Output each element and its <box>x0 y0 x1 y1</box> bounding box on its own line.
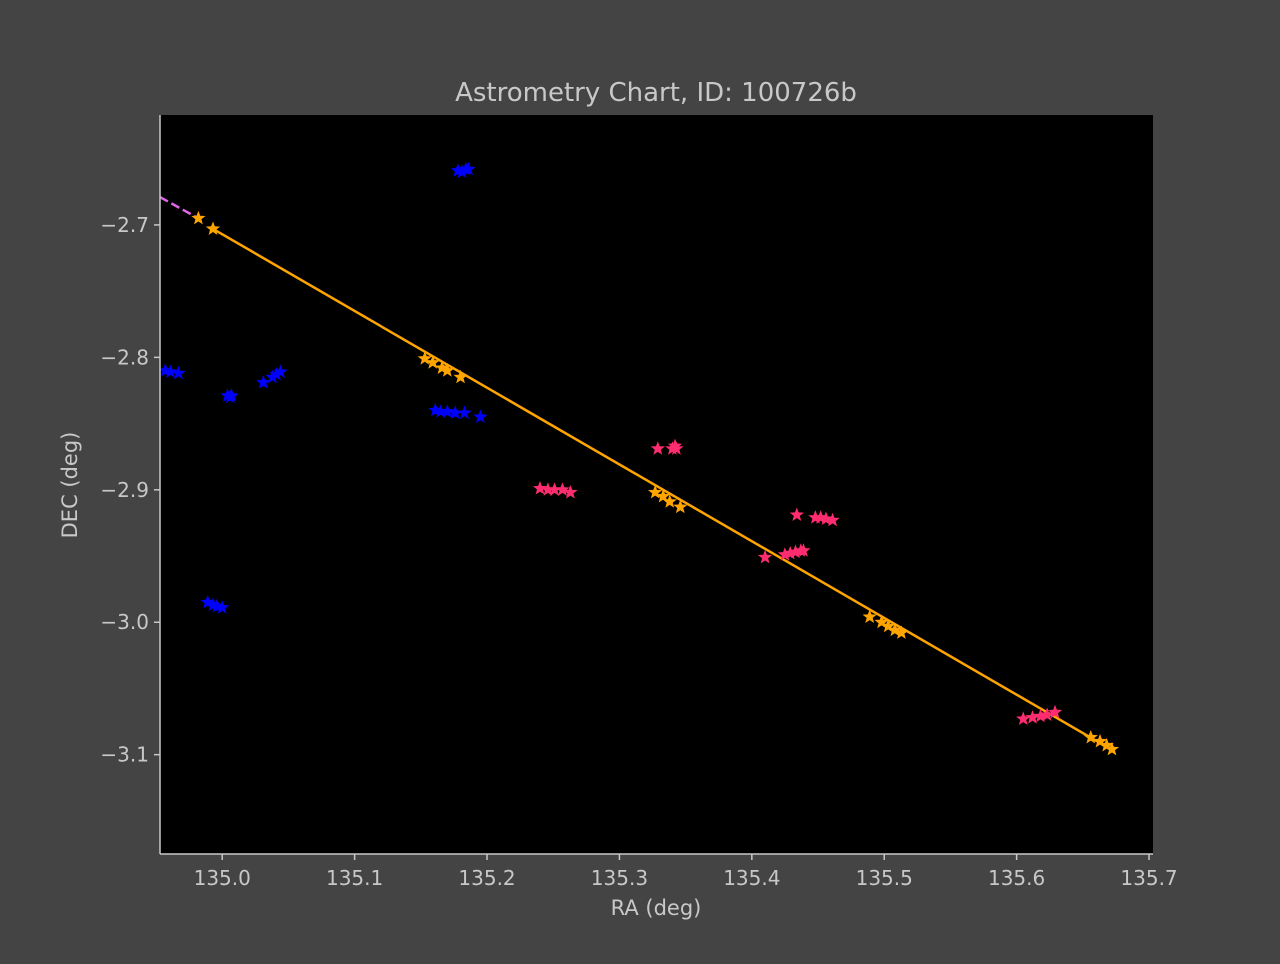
star-marker <box>757 549 773 564</box>
x-tick-label: 135.0 <box>194 866 251 890</box>
star-marker <box>563 484 578 499</box>
dashed-track-line <box>160 196 200 220</box>
star-marker <box>453 369 468 384</box>
star-marker <box>796 543 811 557</box>
star-marker <box>555 482 570 496</box>
star-marker <box>1025 710 1040 724</box>
x-tick-label: 135.5 <box>856 866 913 890</box>
star-marker <box>673 499 688 514</box>
x-tick-label: 135.7 <box>1120 866 1177 890</box>
star-marker <box>1099 737 1114 752</box>
star-marker <box>473 409 488 423</box>
plot-area <box>160 115 1153 854</box>
star-marker <box>1104 741 1120 756</box>
star-marker <box>256 375 271 389</box>
star-marker <box>434 360 450 374</box>
star-marker <box>425 355 440 369</box>
star-marker <box>224 388 239 402</box>
star-marker <box>532 481 548 495</box>
star-marker <box>650 441 665 455</box>
star-marker <box>457 405 472 420</box>
star-marker <box>1016 711 1031 725</box>
star-marker <box>454 164 469 178</box>
y-tick-label: −2.9 <box>100 478 149 502</box>
x-tick-label: 135.2 <box>458 866 515 890</box>
x-tick-label: 135.1 <box>326 866 383 890</box>
star-marker <box>1083 730 1098 744</box>
star-marker <box>783 545 798 560</box>
star-marker <box>215 600 230 614</box>
x-tick-label: 135.3 <box>591 866 648 890</box>
y-tick-label: −2.7 <box>100 213 149 237</box>
star-marker <box>825 512 840 527</box>
star-marker <box>656 488 671 503</box>
star-marker <box>1092 733 1108 748</box>
star-marker <box>894 625 909 639</box>
star-marker <box>789 507 804 521</box>
star-marker <box>648 484 663 499</box>
x-tick-label: 135.6 <box>988 866 1045 890</box>
chart-title: Astrometry Chart, ID: 100726b <box>455 78 857 108</box>
star-marker <box>461 161 476 176</box>
star-marker <box>1047 704 1063 719</box>
star-marker <box>788 544 803 559</box>
star-marker <box>205 221 221 235</box>
y-axis-label: DEC (deg) <box>58 432 82 539</box>
star-marker <box>1033 708 1048 723</box>
star-marker <box>417 351 432 365</box>
star-marker <box>448 405 463 420</box>
y-tick-label: −2.8 <box>100 345 149 369</box>
star-marker <box>433 404 448 418</box>
star-marker <box>265 369 280 384</box>
star-marker <box>540 482 556 496</box>
star-marker <box>273 364 288 378</box>
star-marker <box>191 210 206 225</box>
y-tick-label: −3.1 <box>100 743 149 767</box>
y-tick-label: −3.0 <box>100 610 149 634</box>
star-marker <box>200 594 215 609</box>
star-marker <box>874 614 889 629</box>
star-marker <box>1039 707 1055 721</box>
star-marker <box>171 365 186 380</box>
star-marker <box>547 482 562 496</box>
star-marker <box>440 404 455 418</box>
x-tick-label: 135.4 <box>723 866 780 890</box>
star-marker <box>777 547 793 561</box>
star-marker <box>163 364 178 378</box>
star-marker <box>881 618 896 633</box>
star-marker <box>862 609 877 623</box>
star-marker <box>808 510 823 524</box>
star-marker <box>887 622 902 637</box>
star-marker <box>662 494 677 508</box>
star-marker <box>669 441 684 455</box>
star-marker <box>269 367 284 381</box>
star-marker <box>440 363 455 377</box>
x-axis-label: RA (deg) <box>611 896 702 920</box>
